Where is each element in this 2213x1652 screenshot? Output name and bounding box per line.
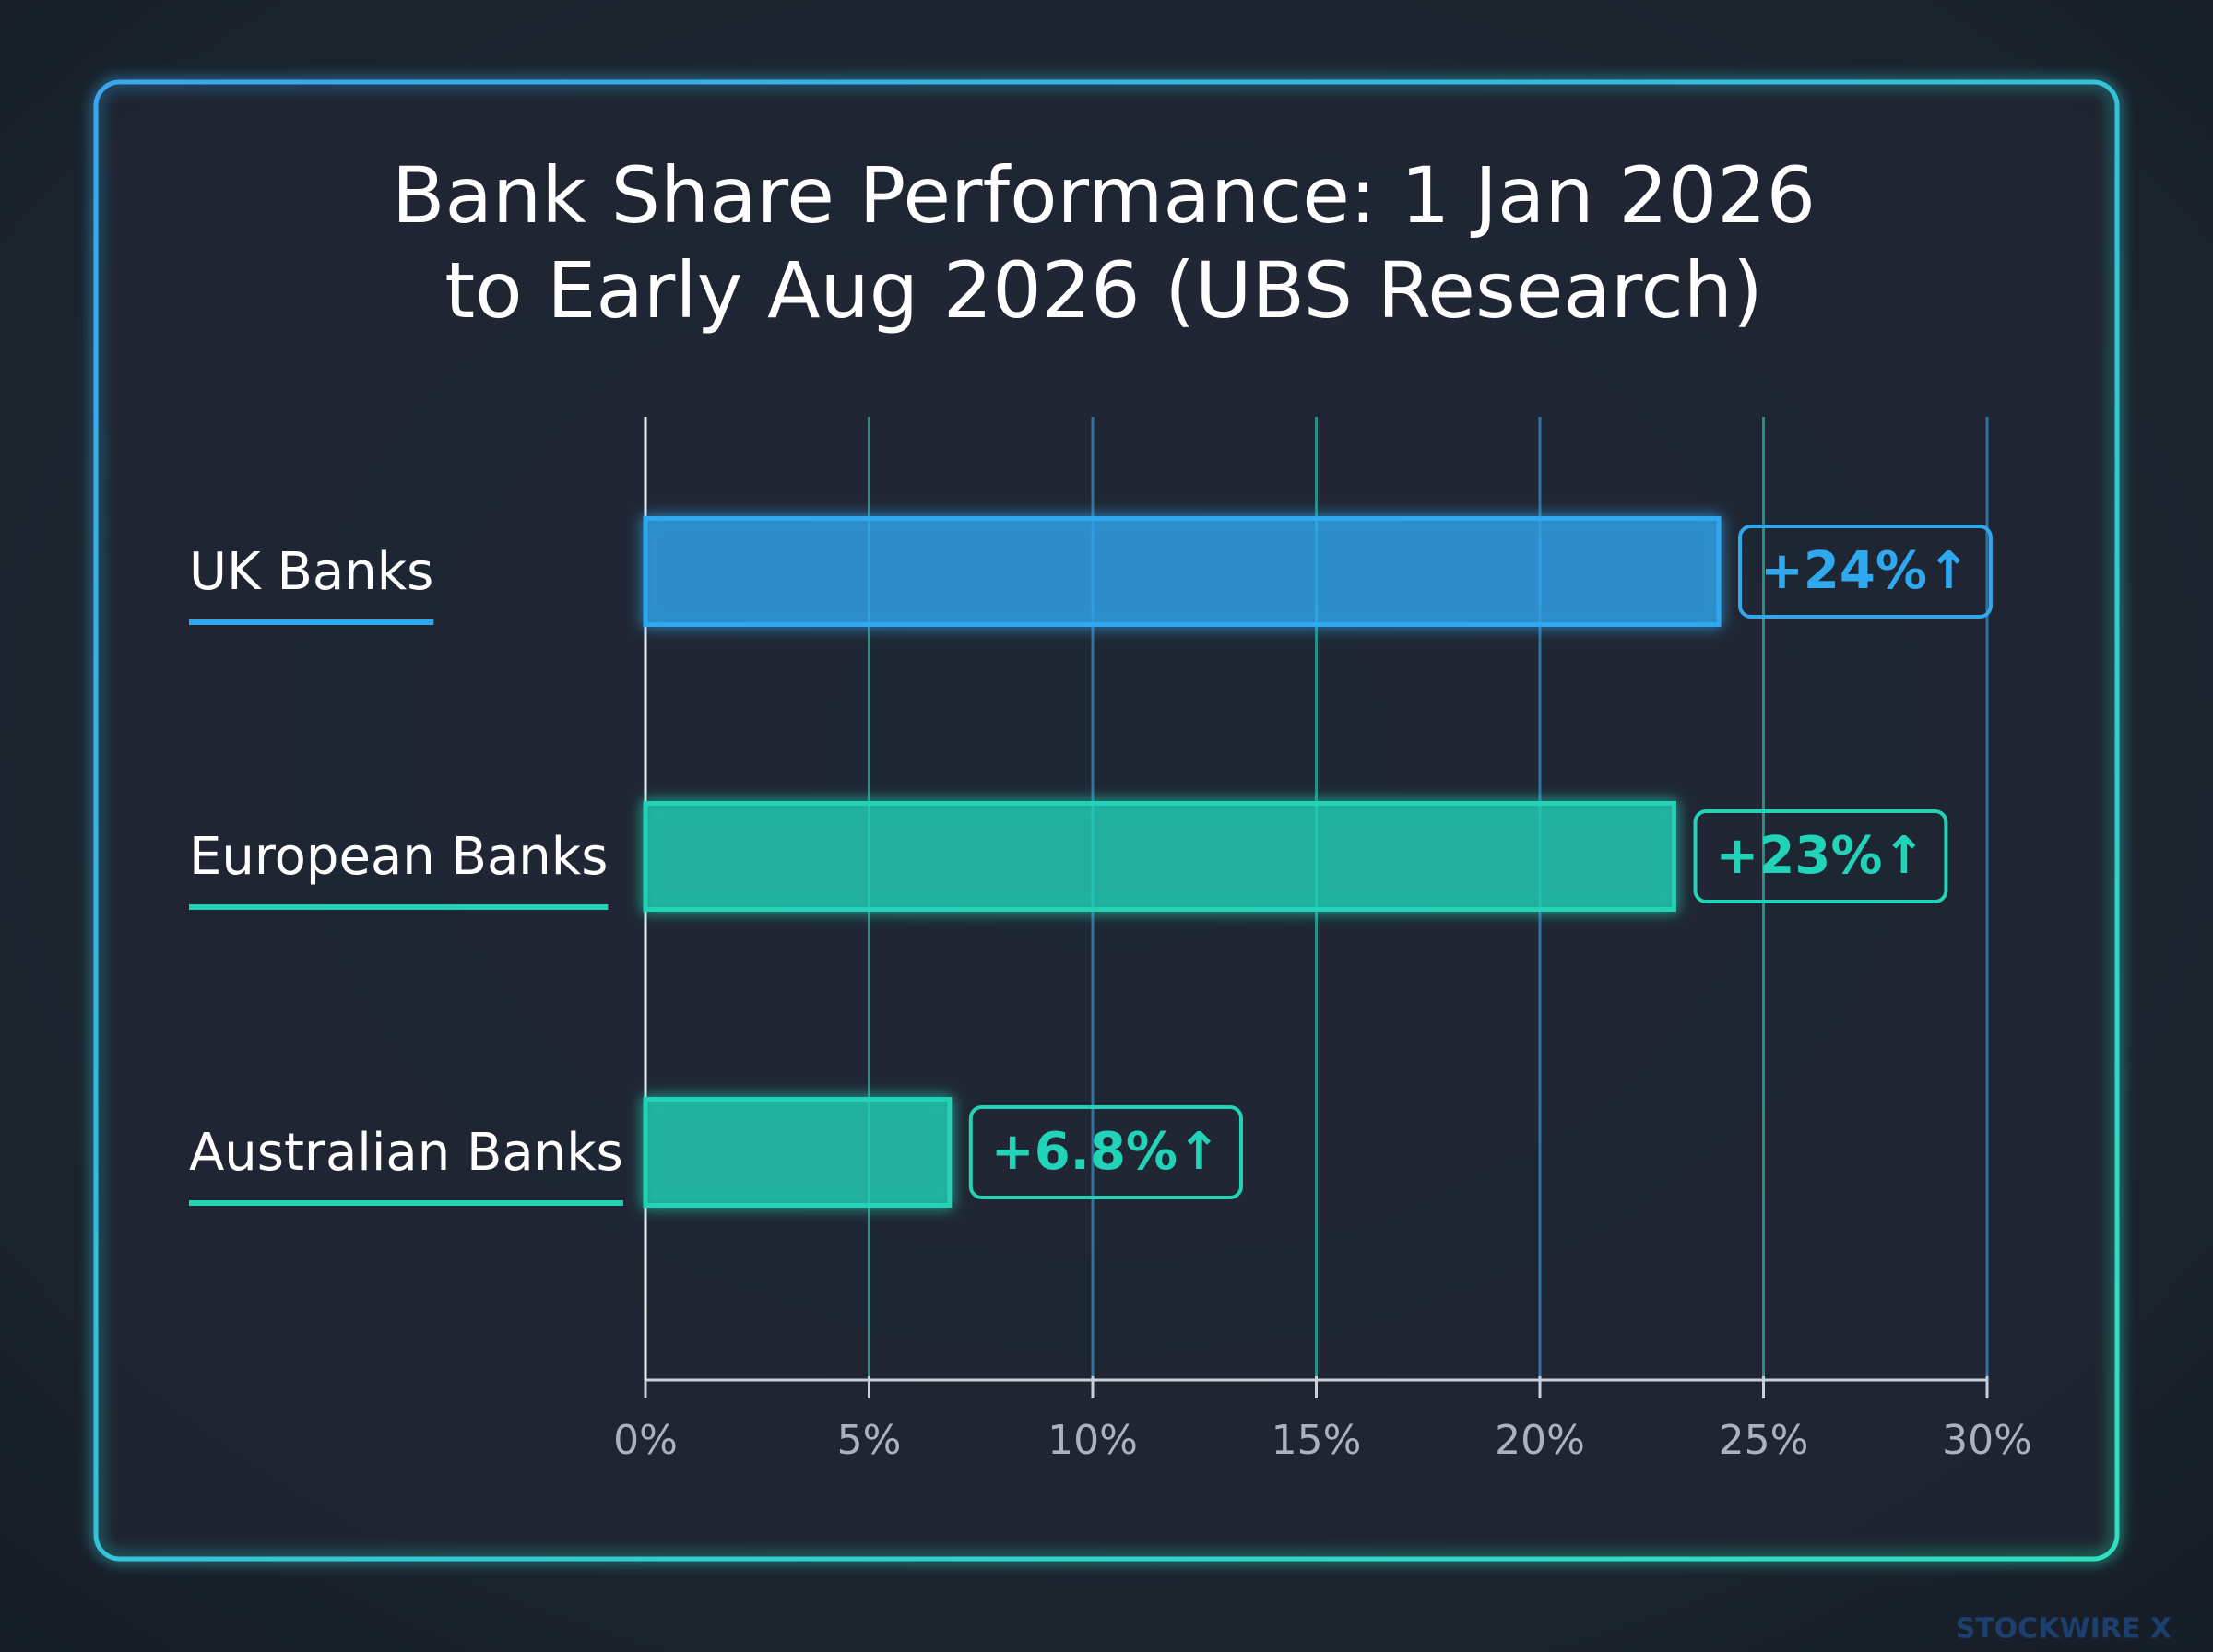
x-tick-label: 15% [1272,1417,1362,1464]
value-label-box [1693,809,1948,903]
category-label: Australian Banks [189,1123,623,1183]
x-tick-label: 30% [1942,1417,2032,1464]
x-tick-label: 25% [1719,1417,1809,1464]
bar [643,801,1676,912]
x-tick-label: 0% [613,1417,678,1464]
x-tick-label: 20% [1495,1417,1585,1464]
x-tick-label: 5% [837,1417,902,1464]
value-label: +23%↑ [1716,826,1926,886]
category-label: UK Banks [189,542,433,602]
chart-title: Bank Share Performance: 1 Jan 2026 [392,150,1816,241]
value-label-box [1738,525,1993,619]
value-label-box [968,1105,1243,1199]
chart-title: to Early Aug 2026 (UBS Research) [444,245,1763,336]
watermark: STOCKWIRE X [1956,1613,2172,1646]
bar [643,1097,953,1208]
category-label: European Banks [189,827,608,887]
x-tick-label: 10% [1047,1417,1138,1464]
value-label: +6.8%↑ [991,1122,1221,1182]
bar [643,516,1722,627]
value-label: +24%↑ [1760,541,1970,601]
